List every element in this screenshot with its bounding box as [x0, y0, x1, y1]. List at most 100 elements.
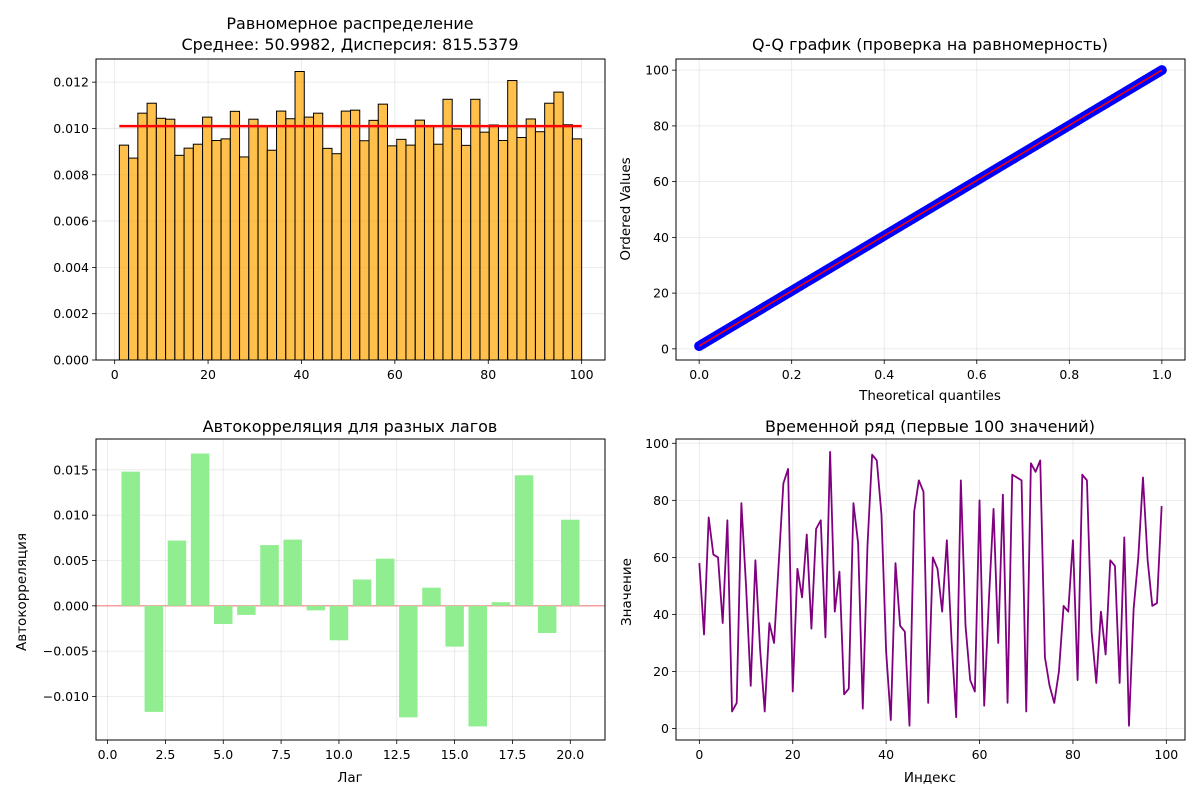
x-tick-label: 40 [294, 367, 310, 382]
x-tick-label: 10.0 [325, 747, 353, 762]
x-tick-label: 2.5 [155, 747, 175, 762]
acf-bar [260, 545, 279, 606]
histogram-bar [350, 109, 361, 361]
histogram-bar [368, 119, 379, 361]
histogram-bar [239, 156, 250, 361]
ts-ylabel: Значение [619, 558, 635, 626]
histogram-title: Равномерное распределение [226, 14, 473, 33]
histogram-bar [128, 157, 139, 361]
histogram-bar [386, 145, 398, 361]
y-tick-label: 0.002 [53, 306, 89, 321]
x-tick-label: 0.0 [689, 367, 709, 382]
y-tick-label: 80 [653, 118, 669, 133]
acf-bar [329, 605, 349, 641]
qq-ylabel: Ordered Values [618, 157, 634, 260]
panel-histogram: Равномерное распределение Среднее: 50.99… [53, 14, 606, 382]
histogram-bar [359, 140, 370, 361]
y-tick-label: 0.010 [53, 508, 89, 523]
x-tick-label: 60 [387, 367, 403, 382]
histogram-bar [118, 144, 130, 361]
y-tick-label: 0.015 [53, 462, 89, 477]
histogram-bar [534, 131, 546, 361]
histogram-bar [322, 147, 333, 361]
y-tick-label: 0.010 [53, 121, 89, 136]
acf-bar [283, 539, 302, 606]
acf-bar [306, 605, 326, 611]
y-tick-label: 0.008 [53, 167, 89, 182]
y-tick-label: 60 [653, 550, 669, 565]
x-tick-label: 20.0 [556, 747, 584, 762]
histogram-bar [331, 153, 342, 361]
y-tick-label: 40 [653, 607, 669, 622]
y-tick-label: 80 [653, 493, 669, 508]
histogram-bar [544, 102, 555, 361]
qq-fit-line-path [698, 69, 1163, 347]
acf-bar [445, 605, 464, 647]
histogram-bar [525, 118, 536, 361]
histogram-bar [192, 143, 204, 361]
ts-series [698, 450, 1163, 727]
histogram-bar [433, 143, 444, 361]
y-tick-label: 20 [653, 286, 669, 301]
histogram-bar [174, 154, 185, 361]
x-tick-label: 100 [570, 367, 594, 382]
histogram-bar [155, 117, 167, 361]
acf-bar [352, 579, 372, 606]
histogram-bar [137, 112, 148, 361]
qq-grid [676, 59, 1185, 360]
histogram-bar [460, 144, 472, 361]
histogram-bar [562, 124, 573, 361]
ts-plot-frame [675, 438, 1186, 741]
x-tick-label: 100 [1154, 747, 1178, 762]
panel-time-series: Временной ряд (первые 100 значений) Инде… [619, 417, 1186, 786]
histogram-bar [414, 119, 425, 361]
histogram-bar [553, 91, 564, 361]
histogram-bar [276, 110, 287, 361]
y-tick-label: 0.005 [53, 553, 89, 568]
x-tick-label: 0.4 [874, 367, 894, 382]
acf-bar [213, 605, 233, 624]
histogram-bar [488, 124, 499, 361]
acf-bar [422, 587, 441, 606]
histogram-bar [340, 110, 351, 361]
histogram-bar [479, 131, 490, 361]
y-tick-label: 0.004 [53, 260, 89, 275]
acf-title: Автокорреляция для разных лагов [203, 417, 498, 436]
x-tick-label: 80 [1065, 747, 1081, 762]
acf-bar [468, 605, 488, 727]
y-tick-label: −0.010 [43, 689, 89, 704]
x-tick-label: 0.6 [967, 367, 987, 382]
qq-xlabel: Theoretical quantiles [858, 388, 1001, 404]
histogram-bar [377, 103, 388, 361]
y-tick-label: 60 [653, 174, 669, 189]
histogram-bar [470, 98, 481, 361]
y-tick-label: 0.006 [53, 214, 89, 229]
acf-plot-frame [95, 438, 606, 741]
y-tick-label: 40 [653, 230, 669, 245]
acf-ticks: 0.0 2.5 5.0 7.5 10.0 12.5 15.0 17.5 20.0 −0.010 −0… [43, 462, 585, 762]
acf-xlabel: Лаг [337, 770, 363, 786]
y-tick-label: 20 [653, 664, 669, 679]
histogram-bar [211, 140, 222, 361]
histogram-bar [423, 125, 435, 361]
ts-xlabel: Индекс [904, 770, 956, 786]
histogram-bar [229, 110, 241, 361]
acf-bar [190, 453, 210, 606]
histogram-plot-frame [95, 58, 606, 361]
x-tick-label: 40 [878, 747, 894, 762]
y-tick-label: 0 [661, 341, 669, 356]
ts-ticks: 0 20 40 60 80 100 0 20 40 60 80 100 [645, 436, 1178, 762]
qq-fit-line [698, 69, 1163, 347]
histogram-bar [248, 118, 259, 361]
histogram-bar [165, 118, 176, 361]
acf-bar [491, 602, 511, 606]
histogram-bar [220, 138, 231, 361]
time-series-line [698, 450, 1163, 727]
x-tick-label: 5.0 [213, 747, 233, 762]
x-tick-label: 20 [785, 747, 801, 762]
x-tick-label: 12.5 [383, 747, 411, 762]
histogram-bar [497, 140, 509, 361]
histogram-bar [396, 138, 407, 361]
y-tick-label: 0.000 [53, 353, 89, 368]
